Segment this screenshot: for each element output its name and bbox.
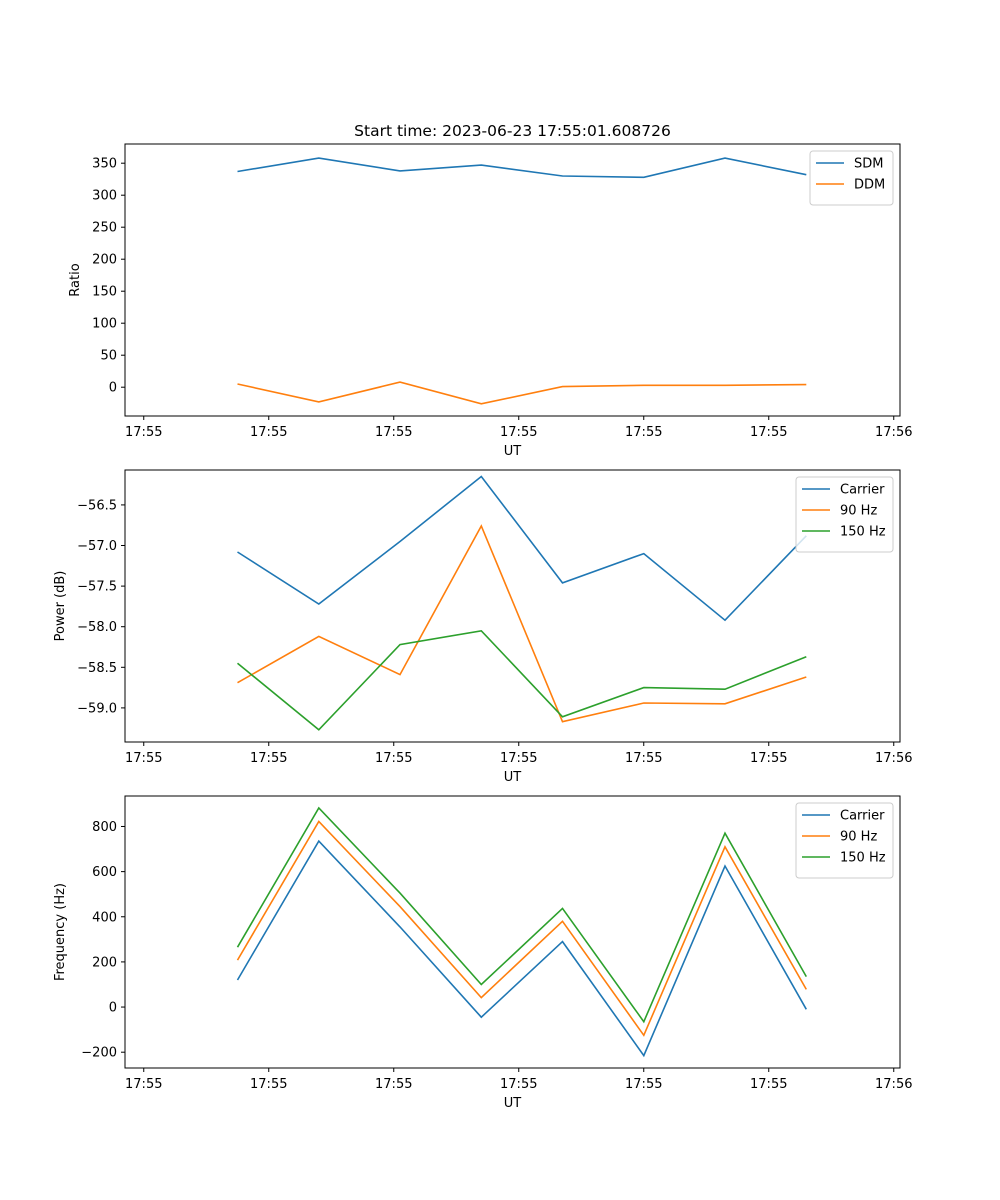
- legend-label: 150 Hz: [840, 525, 886, 540]
- y-tick-label: 0: [109, 381, 117, 396]
- series-line-150-hz: [236, 806, 807, 1024]
- series-line-150-hz: [236, 629, 807, 731]
- y-tick-label: 800: [92, 820, 117, 835]
- chart-2: 17:55 17:55 17:55 17:55 17:55 17:55 17:56 −59.0…: [53, 469, 912, 785]
- x-tick-label: 17:55: [125, 751, 162, 766]
- series-line-ddm: [237, 381, 807, 405]
- x-tick-label: 17:55: [125, 425, 162, 440]
- legend-label: 150 Hz: [840, 851, 886, 866]
- x-tick-label: 17:55: [625, 425, 662, 440]
- x-tick-label: 17:55: [375, 425, 412, 440]
- chart-title: Start time: 2023-06-23 17:55:01.608726: [354, 122, 671, 140]
- y-tick-label: 100: [92, 317, 117, 332]
- x-tick-label: 17:55: [375, 1077, 412, 1092]
- legend: SDM DDM: [809, 150, 894, 206]
- series-line-carrier: [236, 839, 807, 1058]
- x-axis-label: UT: [504, 1096, 522, 1111]
- legend: Carrier 90 Hz 150 Hz: [795, 802, 894, 879]
- plot-frame: [124, 469, 901, 743]
- y-axis-label: Ratio: [68, 263, 83, 296]
- legend-label: SDM: [854, 157, 883, 172]
- y-tick-label: 600: [92, 865, 117, 880]
- x-tick-label: 17:55: [125, 1077, 162, 1092]
- x-tick-label: 17:55: [750, 425, 787, 440]
- x-axis-label: UT: [504, 770, 522, 785]
- y-tick-label: 150: [92, 285, 117, 300]
- y-tick-label: −57.5: [77, 580, 117, 595]
- x-tick-label: 17:55: [750, 751, 787, 766]
- y-tick-label: 400: [92, 910, 117, 925]
- legend-box: [795, 802, 894, 879]
- x-tick-label: 17:55: [500, 425, 537, 440]
- series-line-90-hz: [236, 820, 807, 1037]
- y-axis-label: Frequency (Hz): [53, 883, 68, 981]
- y-tick-label: 0: [109, 1001, 117, 1016]
- x-tick-label: 17:56: [875, 1077, 912, 1092]
- legend-label: Carrier: [840, 483, 885, 498]
- x-tick-label: 17:56: [875, 425, 912, 440]
- y-tick-label: −200: [81, 1046, 117, 1061]
- legend-box: [795, 476, 894, 553]
- x-tick-label: 17:55: [625, 1077, 662, 1092]
- legend-label: DDM: [854, 178, 885, 193]
- plot-frame: [124, 795, 901, 1069]
- y-tick-label: 350: [92, 157, 117, 172]
- x-tick-label: 17:55: [500, 1077, 537, 1092]
- series-line-sdm: [237, 157, 807, 179]
- y-tick-label: −57.0: [77, 539, 117, 554]
- legend-label: 90 Hz: [840, 504, 877, 519]
- y-tick-label: −56.5: [77, 498, 117, 513]
- y-tick-label: 250: [92, 221, 117, 236]
- x-tick-label: 17:55: [375, 751, 412, 766]
- x-axis-label: UT: [504, 444, 522, 459]
- chart-3: 17:55 17:55 17:55 17:55 17:55 17:55 17:56 −200 0…: [53, 795, 912, 1111]
- y-tick-label: −58.0: [77, 620, 117, 635]
- y-axis-label: Power (dB): [53, 571, 68, 642]
- series-line-90-hz: [237, 524, 807, 723]
- x-tick-label: 17:55: [250, 751, 287, 766]
- chart-1: Start time: 2023-06-23 17:55:01.608726 17…: [68, 122, 912, 459]
- y-tick-label: −58.5: [77, 661, 117, 676]
- legend-box: [809, 150, 894, 206]
- legend-label: Carrier: [840, 809, 885, 824]
- x-tick-label: 17:55: [500, 751, 537, 766]
- y-tick-label: −59.0: [77, 701, 117, 716]
- x-tick-label: 17:55: [750, 1077, 787, 1092]
- legend-label: 90 Hz: [840, 830, 877, 845]
- y-tick-label: 300: [92, 189, 117, 204]
- legend: Carrier 90 Hz 150 Hz: [795, 476, 894, 553]
- x-tick-label: 17:56: [875, 751, 912, 766]
- y-tick-label: 50: [100, 349, 117, 364]
- y-tick-label: 200: [92, 955, 117, 970]
- x-tick-label: 17:55: [625, 751, 662, 766]
- plot-frame: [124, 143, 901, 417]
- x-tick-label: 17:55: [250, 1077, 287, 1092]
- y-tick-label: 200: [92, 253, 117, 268]
- series-line-carrier: [237, 475, 807, 622]
- x-tick-label: 17:55: [250, 425, 287, 440]
